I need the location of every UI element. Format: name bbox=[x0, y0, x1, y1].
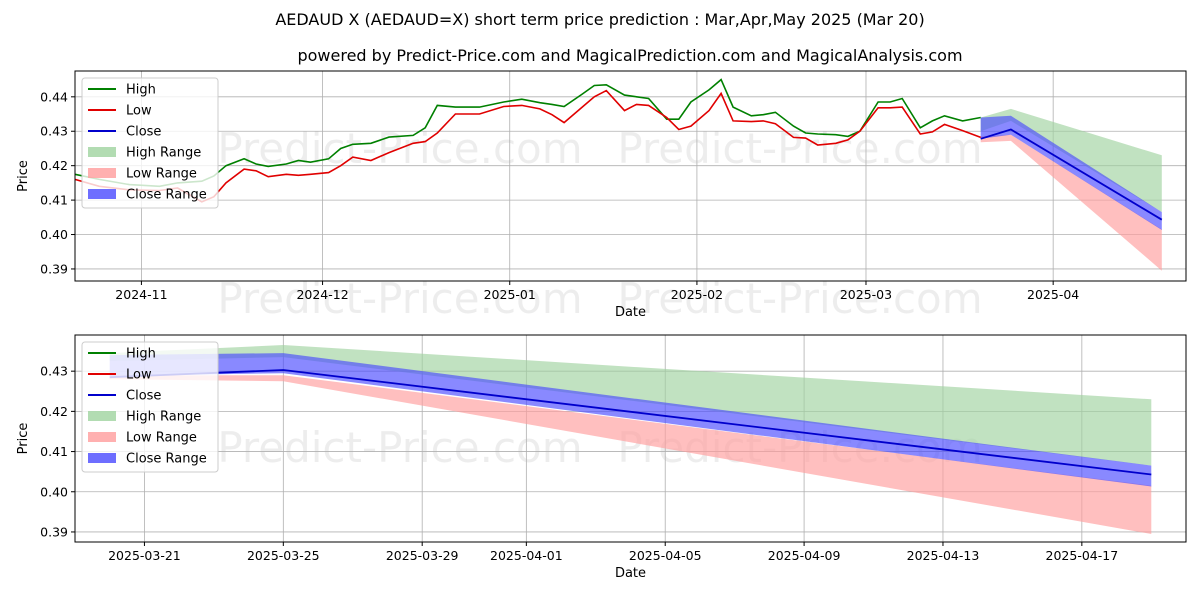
legend-label: Close Range bbox=[126, 188, 207, 203]
x-tick-label: 2025-04-13 bbox=[907, 548, 980, 563]
x-tick-label: 2025-04-05 bbox=[629, 548, 702, 563]
y-tick-label: 0.44 bbox=[40, 89, 68, 104]
legend-label: High bbox=[126, 347, 156, 362]
legend-swatch bbox=[88, 432, 116, 442]
y-tick-label: 0.42 bbox=[40, 404, 68, 419]
y-axis-label: Price bbox=[16, 160, 31, 192]
legend-label: High Range bbox=[126, 146, 201, 161]
plot-frame bbox=[74, 334, 1187, 543]
y-tick-label: 0.39 bbox=[40, 261, 68, 276]
y-tick-label: 0.40 bbox=[40, 484, 68, 499]
watermark: Predict-Price.com bbox=[617, 274, 982, 323]
legend-swatch bbox=[88, 411, 116, 421]
legend-label: Low bbox=[126, 104, 152, 119]
watermark: Predict-Price.com bbox=[617, 124, 982, 173]
y-tick-label: 0.41 bbox=[40, 193, 68, 208]
x-tick-label: 2024-12 bbox=[296, 287, 348, 302]
legend-label: Close Range bbox=[126, 452, 207, 467]
x-tick-label: 2025-04-17 bbox=[1046, 548, 1119, 563]
x-tick-label: 2025-04-09 bbox=[768, 548, 841, 563]
x-tick-label: 2025-03-25 bbox=[247, 548, 320, 563]
x-tick-label: 2025-02 bbox=[671, 287, 723, 302]
y-tick-label: 0.40 bbox=[40, 227, 68, 242]
watermark: Predict-Price.com bbox=[217, 274, 582, 323]
high-series-line bbox=[74, 78, 981, 188]
legend-label: Low Range bbox=[126, 431, 197, 446]
legend-swatch bbox=[88, 453, 116, 463]
chart-title: AEDAUD X (AEDAUD=X) short term price pre… bbox=[275, 10, 924, 29]
legend-swatch bbox=[88, 147, 116, 157]
legend-swatch bbox=[88, 168, 116, 178]
legend-label: Close bbox=[126, 125, 161, 140]
legend-label: Low Range bbox=[126, 167, 197, 182]
legend-label: High Range bbox=[126, 410, 201, 425]
plot-frame bbox=[74, 70, 1187, 282]
x-tick-label: 2025-03 bbox=[840, 287, 892, 302]
x-tick-label: 2025-03-29 bbox=[386, 548, 459, 563]
bottom-panel: Predict-Price.com Predict-Price.com 2025… bbox=[16, 334, 1187, 581]
close-range-band bbox=[980, 115, 1162, 230]
x-tick-label: 2025-01 bbox=[484, 287, 536, 302]
low-series-line bbox=[74, 89, 981, 203]
top-panel: Predict-Price.com Predict-Price.com Pred… bbox=[16, 70, 1187, 323]
legend-label: Low bbox=[126, 368, 152, 383]
y-tick-label: 0.39 bbox=[40, 524, 68, 539]
x-axis-label: Date bbox=[615, 305, 646, 320]
y-axis-label: Price bbox=[16, 423, 31, 455]
y-tick-label: 0.43 bbox=[40, 124, 68, 139]
y-tick-label: 0.43 bbox=[40, 364, 68, 379]
legend-label: High bbox=[126, 83, 156, 98]
x-tick-label: 2025-03-21 bbox=[108, 548, 181, 563]
close-series-line bbox=[980, 128, 1163, 221]
x-tick-label: 2024-11 bbox=[115, 287, 167, 302]
y-tick-label: 0.41 bbox=[40, 444, 68, 459]
x-tick-label: 2025-04 bbox=[1027, 287, 1079, 302]
x-axis-label: Date bbox=[615, 566, 646, 581]
y-tick-label: 0.42 bbox=[40, 158, 68, 173]
x-tick-label: 2025-04-01 bbox=[490, 548, 563, 563]
watermark: Predict-Price.com bbox=[217, 423, 582, 472]
legend-swatch bbox=[88, 189, 116, 199]
chart-subtitle: powered by Predict-Price.com and Magical… bbox=[297, 46, 962, 65]
legend-label: Close bbox=[126, 389, 161, 404]
